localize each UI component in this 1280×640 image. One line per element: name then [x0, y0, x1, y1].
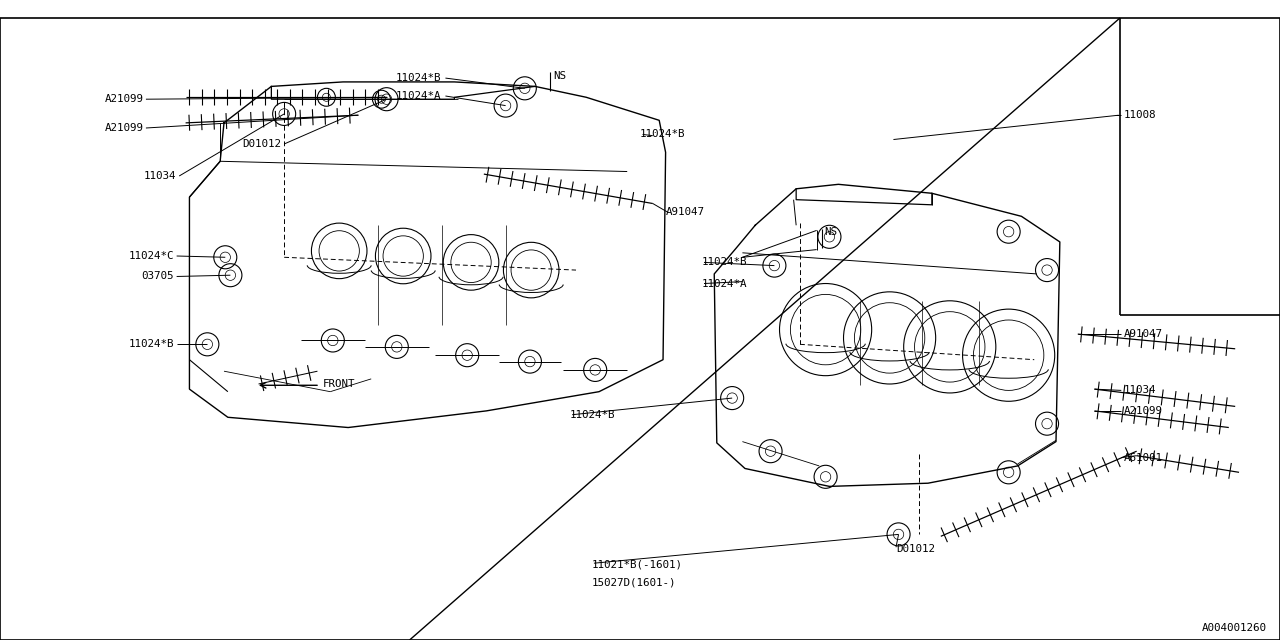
Text: 11034: 11034: [1124, 385, 1156, 396]
Text: D01012: D01012: [896, 544, 934, 554]
Text: A61001: A61001: [1124, 452, 1162, 463]
Text: A004001260: A004001260: [1202, 623, 1267, 634]
Text: A91047: A91047: [1124, 329, 1162, 339]
Text: 11008: 11008: [1124, 110, 1156, 120]
Text: 15027D(1601-): 15027D(1601-): [591, 577, 676, 588]
Text: A21099: A21099: [105, 123, 143, 133]
Text: 11024*B: 11024*B: [701, 257, 748, 268]
Text: 11024*A: 11024*A: [701, 278, 748, 289]
Text: 03705: 03705: [142, 271, 174, 282]
Text: A21099: A21099: [105, 94, 143, 104]
Text: 11034: 11034: [145, 171, 177, 181]
Text: D01012: D01012: [243, 139, 282, 149]
Text: 11024*B: 11024*B: [396, 73, 442, 83]
Text: NS: NS: [553, 70, 566, 81]
Text: A91047: A91047: [666, 207, 704, 218]
Text: 11024*A: 11024*A: [396, 91, 442, 101]
Text: NS: NS: [824, 227, 837, 237]
Text: 11021*B(-1601): 11021*B(-1601): [591, 559, 682, 570]
Text: 11024*B: 11024*B: [128, 339, 174, 349]
Text: A21099: A21099: [1124, 406, 1162, 416]
Text: 11024*B: 11024*B: [570, 410, 616, 420]
Text: FRONT: FRONT: [323, 379, 355, 389]
Text: 11024*C: 11024*C: [128, 251, 174, 261]
Text: 11024*B: 11024*B: [640, 129, 686, 140]
